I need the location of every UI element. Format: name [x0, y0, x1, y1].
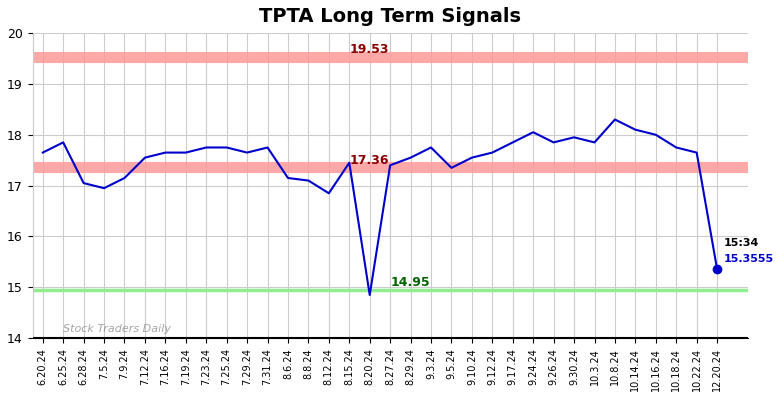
Text: 17.36: 17.36 [350, 154, 390, 167]
Text: 19.53: 19.53 [350, 43, 390, 57]
Text: 15:34: 15:34 [724, 238, 759, 248]
Title: TPTA Long Term Signals: TPTA Long Term Signals [260, 7, 521, 26]
Text: Stock Traders Daily: Stock Traders Daily [64, 324, 171, 334]
Text: 15.3555: 15.3555 [724, 254, 773, 263]
Text: 14.95: 14.95 [390, 276, 430, 289]
